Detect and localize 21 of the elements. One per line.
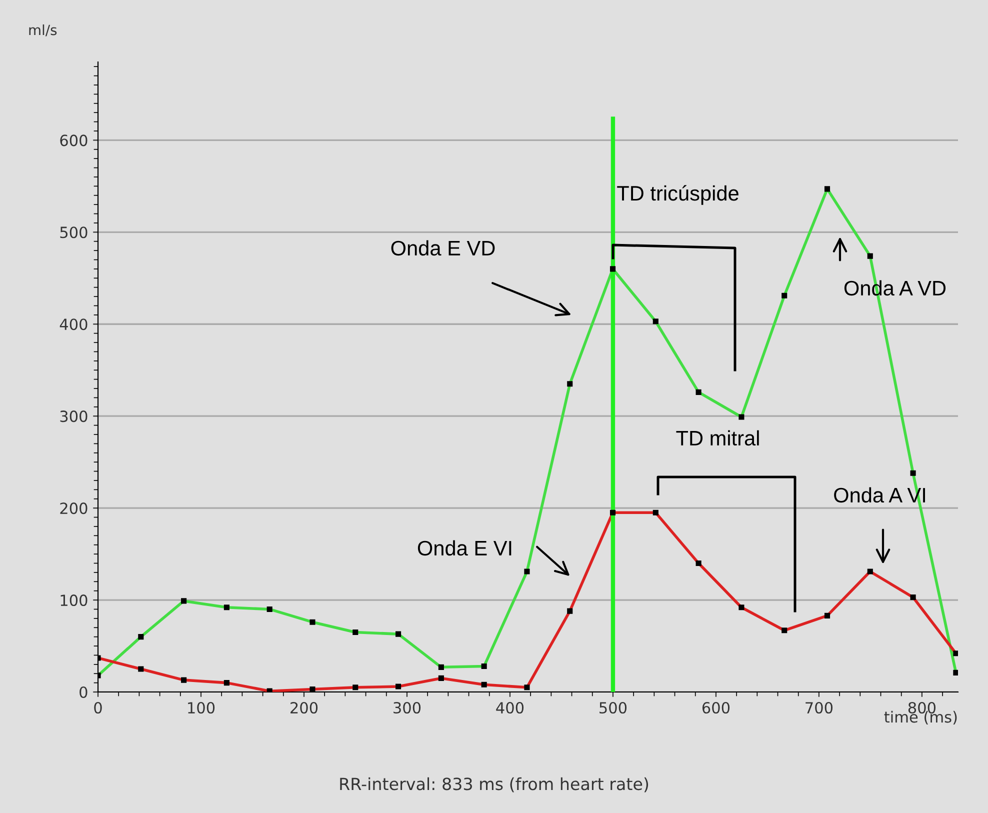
x-tick-label: 100 — [188, 702, 215, 714]
y-axis-title: ml/s — [29, 24, 57, 36]
annotation: TD tricúspide — [617, 185, 738, 205]
annotation: TD mitral — [676, 430, 759, 446]
x-tick-label: 200 — [290, 702, 318, 714]
x-tick-label: 600 — [702, 702, 730, 714]
y-tick-label: 200 — [60, 502, 88, 514]
x-tick-label: 700 — [806, 702, 833, 714]
x-tick-label: 300 — [394, 702, 421, 714]
x-tick-label: 400 — [496, 702, 524, 714]
y-tick-label: 300 — [60, 410, 88, 422]
x-tick-label: 0 — [94, 702, 102, 714]
y-tick-label: 400 — [60, 318, 88, 330]
y-tick-label: 0 — [80, 686, 88, 698]
x-tick-label: 500 — [600, 702, 627, 714]
text: RR-interval: 833 ms (from heart rate) — [340, 777, 648, 792]
y-tick-label: 500 — [60, 226, 88, 238]
annotation: Onda E VI — [418, 540, 512, 556]
annotation: Onda E VD — [391, 240, 495, 256]
y-tick-label: 100 — [60, 594, 88, 606]
y-tick-label: 600 — [60, 134, 88, 146]
